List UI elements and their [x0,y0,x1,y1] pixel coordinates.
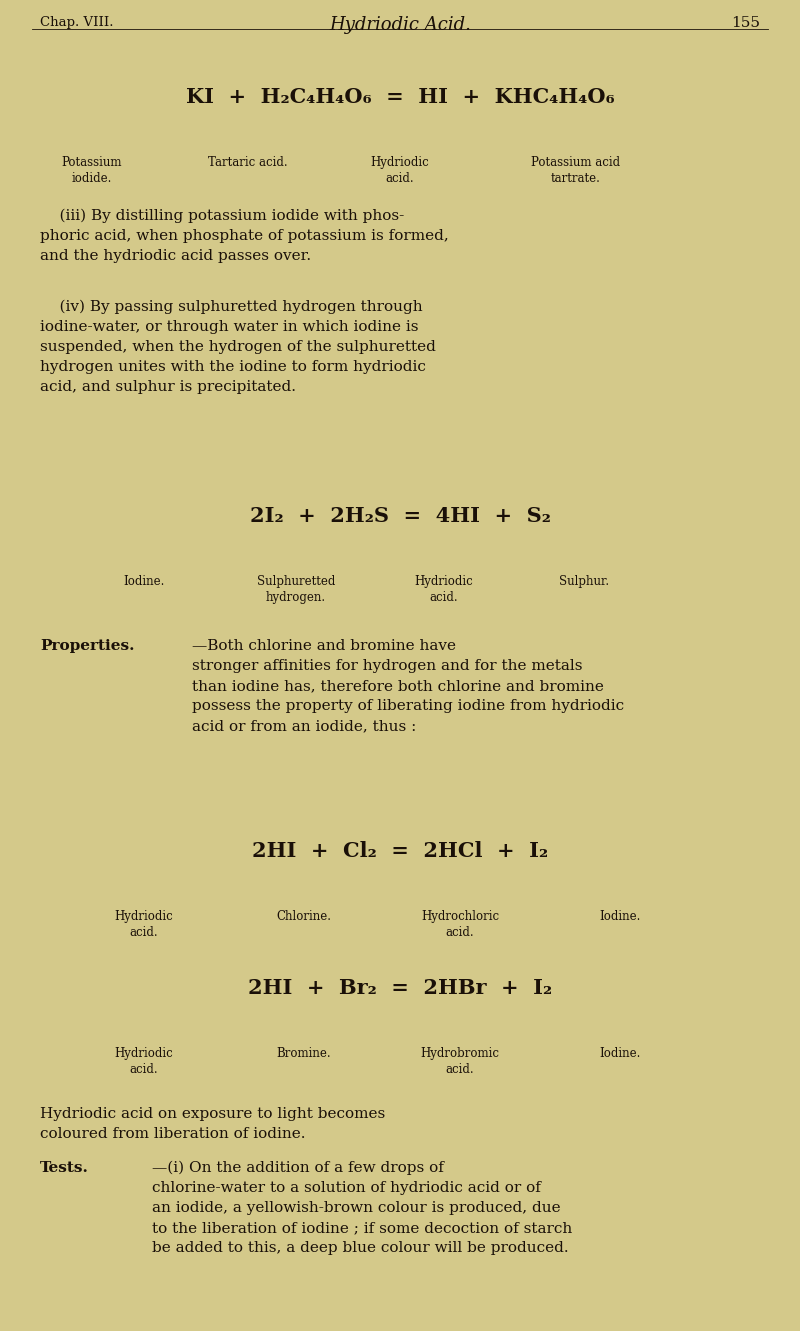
Text: Hydrobromic
acid.: Hydrobromic acid. [421,1047,499,1077]
Text: KI  +  H₂C₄H₄O₆  =  HI  +  KHC₄H₄O₆: KI + H₂C₄H₄O₆ = HI + KHC₄H₄O₆ [186,87,614,106]
Text: —(i) On the addition of a few drops of
chlorine-water to a solution of hydriodic: —(i) On the addition of a few drops of c… [152,1161,572,1255]
Text: Potassium acid
tartrate.: Potassium acid tartrate. [531,156,621,185]
Text: 155: 155 [731,16,760,31]
Text: Hydriodic
acid.: Hydriodic acid. [414,575,474,604]
Text: Chlorine.: Chlorine. [277,910,331,924]
Text: Iodine.: Iodine. [599,1047,641,1061]
Text: Tartaric acid.: Tartaric acid. [208,156,288,169]
Text: Hydriodic
acid.: Hydriodic acid. [370,156,430,185]
Text: Potassium
iodide.: Potassium iodide. [62,156,122,185]
Text: Iodine.: Iodine. [123,575,165,588]
Text: Hydriodic acid on exposure to light becomes
coloured from liberation of iodine.: Hydriodic acid on exposure to light beco… [40,1107,386,1142]
Text: 2HI  +  Br₂  =  2HBr  +  I₂: 2HI + Br₂ = 2HBr + I₂ [248,978,552,998]
Text: Bromine.: Bromine. [277,1047,331,1061]
Text: —Both chlorine and bromine have
stronger affinities for hydrogen and for the met: —Both chlorine and bromine have stronger… [192,639,624,733]
Text: Iodine.: Iodine. [599,910,641,924]
Text: Sulphuretted
hydrogen.: Sulphuretted hydrogen. [257,575,335,604]
Text: (iv) By passing sulphuretted hydrogen through
iodine-water, or through water in : (iv) By passing sulphuretted hydrogen th… [40,299,436,394]
Text: 2HI  +  Cl₂  =  2HCl  +  I₂: 2HI + Cl₂ = 2HCl + I₂ [252,841,548,861]
Text: Properties.: Properties. [40,639,134,654]
Text: Hydriodic
acid.: Hydriodic acid. [114,1047,174,1077]
Text: Tests.: Tests. [40,1161,89,1175]
Text: (iii) By distilling potassium iodide with phos-
phoric acid, when phosphate of p: (iii) By distilling potassium iodide wit… [40,209,449,264]
Text: Hydrochloric
acid.: Hydrochloric acid. [421,910,499,940]
Text: Chap. VIII.: Chap. VIII. [40,16,114,29]
Text: Hydriodic
acid.: Hydriodic acid. [114,910,174,940]
Text: Sulphur.: Sulphur. [559,575,609,588]
Text: 2I₂  +  2H₂S  =  4HI  +  S₂: 2I₂ + 2H₂S = 4HI + S₂ [250,506,550,526]
Text: Hydriodic Acid.: Hydriodic Acid. [329,16,471,35]
